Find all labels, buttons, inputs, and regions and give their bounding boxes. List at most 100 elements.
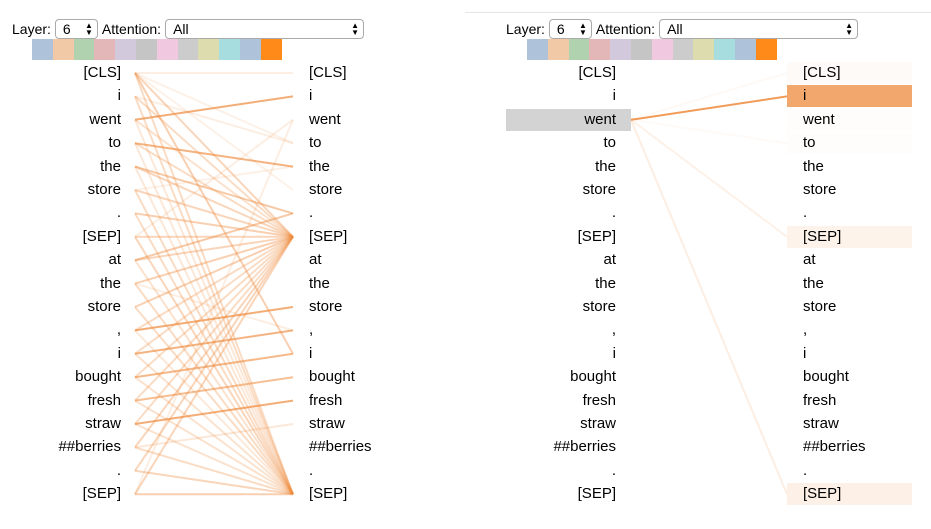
right-token[interactable]: to: [803, 134, 816, 152]
head-swatch-10[interactable]: [219, 39, 240, 60]
left-token[interactable]: store: [87, 181, 121, 198]
left-token[interactable]: bought: [75, 368, 121, 386]
left-token[interactable]: at: [108, 251, 121, 269]
right-token[interactable]: the: [309, 157, 330, 175]
left-token[interactable]: [SEP]: [82, 485, 121, 503]
head-swatch-6[interactable]: [135, 39, 157, 60]
head-swatch-8[interactable]: [672, 39, 694, 60]
head-swatch-8[interactable]: [177, 39, 199, 60]
left-token[interactable]: store: [87, 298, 121, 315]
head-swatch-1[interactable]: [527, 39, 548, 60]
right-token[interactable]: bought: [803, 368, 849, 386]
left-token[interactable]: [CLS]: [83, 64, 121, 81]
head-swatch-2[interactable]: [52, 39, 74, 60]
right-token[interactable]: went: [803, 110, 835, 128]
left-token[interactable]: ##berries: [553, 438, 616, 456]
right-token[interactable]: the: [803, 274, 824, 292]
right-token[interactable]: store: [803, 181, 837, 198]
right-token[interactable]: [CLS]: [309, 64, 347, 81]
head-swatch-5[interactable]: [115, 39, 136, 60]
left-token[interactable]: the: [595, 274, 616, 292]
right-token[interactable]: straw: [309, 415, 345, 432]
right-token[interactable]: store: [803, 298, 837, 315]
left-token[interactable]: fresh: [582, 391, 616, 409]
left-token[interactable]: [CLS]: [578, 64, 616, 81]
right-token[interactable]: fresh: [803, 391, 837, 409]
left-token[interactable]: the: [595, 157, 616, 175]
left-token[interactable]: bought: [570, 368, 616, 386]
right-token[interactable]: store: [309, 298, 343, 315]
left-token[interactable]: ,: [116, 321, 121, 339]
head-swatch-1[interactable]: [32, 39, 53, 60]
right-token[interactable]: bought: [309, 368, 355, 386]
head-swatch-3[interactable]: [73, 39, 95, 60]
left-token[interactable]: i: [612, 344, 616, 362]
right-token[interactable]: i: [803, 344, 807, 362]
left-token[interactable]: to: [603, 134, 616, 152]
head-swatch-7[interactable]: [156, 39, 178, 60]
right-token[interactable]: fresh: [309, 391, 343, 409]
layer-select[interactable]: 6 ▲ ▼: [54, 19, 98, 39]
head-swatch-9[interactable]: [198, 39, 220, 60]
left-token[interactable]: ##berries: [58, 438, 121, 456]
head-swatch-9[interactable]: [693, 39, 715, 60]
right-token[interactable]: i: [803, 87, 807, 105]
right-token[interactable]: ,: [803, 321, 808, 339]
head-swatch-5[interactable]: [610, 39, 631, 60]
right-token[interactable]: ##berries: [803, 438, 866, 456]
left-token[interactable]: the: [100, 157, 121, 175]
left-token[interactable]: i: [117, 344, 121, 362]
layer-select[interactable]: 6 ▲ ▼: [548, 19, 592, 39]
right-token[interactable]: [CLS]: [803, 64, 841, 81]
head-swatch-3[interactable]: [568, 39, 590, 60]
left-token[interactable]: i: [612, 87, 616, 105]
left-token[interactable]: straw: [85, 415, 121, 432]
right-token[interactable]: .: [803, 204, 808, 222]
left-token[interactable]: straw: [580, 415, 616, 432]
right-token[interactable]: .: [309, 461, 314, 479]
left-token[interactable]: went: [89, 110, 121, 128]
right-token[interactable]: .: [803, 461, 808, 479]
right-token[interactable]: the: [803, 157, 824, 175]
attention-select[interactable]: All ▲ ▼: [659, 19, 859, 39]
right-token[interactable]: [SEP]: [309, 485, 348, 503]
right-token[interactable]: went: [309, 110, 341, 128]
right-token[interactable]: store: [309, 181, 343, 198]
attention-select[interactable]: All ▲ ▼: [165, 19, 365, 39]
left-token[interactable]: to: [108, 134, 121, 152]
left-token[interactable]: [SEP]: [577, 485, 616, 503]
left-token[interactable]: at: [603, 251, 616, 269]
head-swatch-6[interactable]: [630, 39, 652, 60]
left-token[interactable]: .: [116, 204, 121, 222]
left-token[interactable]: fresh: [87, 391, 121, 409]
right-token[interactable]: [SEP]: [803, 485, 842, 503]
left-token[interactable]: i: [117, 87, 121, 105]
left-token[interactable]: [SEP]: [577, 227, 616, 245]
head-swatch-12[interactable]: [755, 39, 777, 60]
right-token[interactable]: the: [309, 274, 330, 292]
left-token[interactable]: .: [611, 204, 616, 222]
right-token[interactable]: .: [309, 204, 314, 222]
right-token[interactable]: ,: [309, 321, 314, 339]
right-token[interactable]: [SEP]: [803, 227, 842, 245]
head-swatch-2[interactable]: [547, 39, 569, 60]
left-token[interactable]: went: [584, 110, 616, 128]
right-token[interactable]: i: [309, 344, 313, 362]
left-token[interactable]: store: [582, 181, 616, 198]
left-token[interactable]: [SEP]: [82, 227, 121, 245]
right-token[interactable]: straw: [803, 415, 839, 432]
right-token[interactable]: to: [309, 134, 322, 152]
right-token[interactable]: [SEP]: [309, 227, 348, 245]
left-token[interactable]: store: [582, 298, 616, 315]
left-token[interactable]: the: [100, 274, 121, 292]
right-token[interactable]: ##berries: [309, 438, 372, 456]
head-swatch-4[interactable]: [94, 39, 116, 60]
left-token[interactable]: .: [611, 461, 616, 479]
head-swatch-11[interactable]: [734, 39, 756, 60]
right-token[interactable]: at: [803, 251, 816, 269]
head-swatch-4[interactable]: [589, 39, 611, 60]
left-token[interactable]: ,: [611, 321, 616, 339]
head-swatch-7[interactable]: [651, 39, 673, 60]
right-token[interactable]: i: [309, 87, 313, 105]
left-token[interactable]: .: [116, 461, 121, 479]
